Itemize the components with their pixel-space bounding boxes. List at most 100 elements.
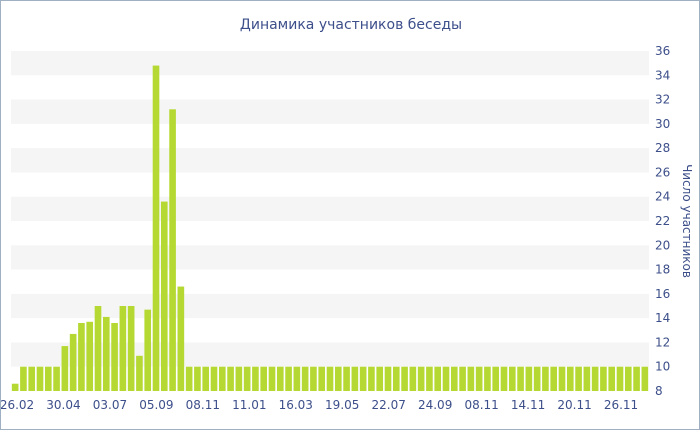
bar xyxy=(467,366,475,391)
bar xyxy=(359,366,367,391)
bar xyxy=(243,366,251,391)
y-tick-label: 10 xyxy=(655,360,670,374)
grid-band xyxy=(11,148,649,173)
y-tick-label: 20 xyxy=(655,238,670,252)
y-tick-label: 26 xyxy=(655,165,670,179)
bar xyxy=(401,366,408,391)
bar xyxy=(36,366,44,391)
bar xyxy=(136,355,143,391)
x-tick-label: 14.11 xyxy=(511,398,545,412)
x-tick-label: 24.09 xyxy=(418,398,452,412)
bar xyxy=(409,366,417,391)
bar xyxy=(566,366,574,391)
bar xyxy=(475,366,483,391)
bar xyxy=(525,366,533,391)
bar xyxy=(575,366,582,391)
bar xyxy=(583,366,591,391)
grid-bands xyxy=(11,51,649,367)
bar xyxy=(442,366,450,391)
grid-band xyxy=(11,196,649,221)
bar xyxy=(20,366,27,391)
chart-title: Динамика участников беседы xyxy=(240,17,462,33)
y-tick-label: 8 xyxy=(655,384,663,398)
bar xyxy=(44,366,52,391)
y-tick-label: 22 xyxy=(655,214,670,228)
bar xyxy=(550,366,558,391)
bar xyxy=(318,366,326,391)
grid-band xyxy=(11,99,649,124)
bar xyxy=(492,366,500,391)
bar xyxy=(218,366,226,391)
bar xyxy=(78,323,85,391)
bar xyxy=(69,333,77,391)
x-tick-label: 08.11 xyxy=(464,398,498,412)
bar xyxy=(484,366,491,391)
bar xyxy=(517,366,524,391)
bar xyxy=(542,366,549,391)
grid-band xyxy=(11,245,649,270)
bar xyxy=(608,366,616,391)
y-tick-label: 32 xyxy=(655,93,670,107)
bar xyxy=(500,366,508,391)
bar xyxy=(119,306,127,391)
y-tick-label: 36 xyxy=(655,44,670,58)
bar xyxy=(624,366,632,391)
y-tick-label: 14 xyxy=(655,311,670,325)
bar xyxy=(276,366,284,391)
bar xyxy=(459,366,466,391)
bar xyxy=(417,366,425,391)
x-tick-label: 16.03 xyxy=(279,398,313,412)
bar xyxy=(558,366,566,391)
y-axis-title: Число участников xyxy=(680,164,694,278)
y-tick-label: 30 xyxy=(655,117,670,131)
bar xyxy=(285,366,292,391)
bar xyxy=(11,383,19,391)
x-tick-label: 26.11 xyxy=(604,398,638,412)
bar xyxy=(235,366,243,391)
y-tick-label: 34 xyxy=(655,68,670,82)
bar xyxy=(28,366,36,391)
bar xyxy=(600,366,607,391)
bar xyxy=(326,366,334,391)
bar xyxy=(252,366,259,391)
x-tick-label: 22.07 xyxy=(372,398,406,412)
bar xyxy=(392,366,400,391)
bar xyxy=(268,366,276,391)
bar xyxy=(86,321,94,391)
y-axis-ticks: 8 10 12 14 16 18 20 22 24 26 28 30 32 34 36 xyxy=(655,44,670,398)
bar xyxy=(376,366,384,391)
bar xyxy=(310,366,317,391)
bar xyxy=(343,366,350,391)
bar xyxy=(61,346,69,391)
bar xyxy=(293,366,301,391)
bar xyxy=(641,366,649,391)
bar xyxy=(301,366,309,391)
x-axis-ticks: 26.02 30.04 03.07 05.09 08.11 11.01 16.03 19.05… xyxy=(1,398,638,412)
y-tick-label: 24 xyxy=(655,190,670,204)
bar xyxy=(202,366,210,391)
bar xyxy=(53,366,60,391)
bar xyxy=(260,366,268,391)
bar xyxy=(434,366,442,391)
bar xyxy=(533,366,541,391)
x-tick-label: 30.04 xyxy=(46,398,80,412)
bar xyxy=(185,366,193,391)
bar xyxy=(351,366,359,391)
grid-band xyxy=(11,293,649,319)
x-tick-label: 19.05 xyxy=(325,398,359,412)
bars-group xyxy=(11,65,649,391)
x-tick-label: 05.09 xyxy=(139,398,173,412)
bar xyxy=(177,286,185,391)
bar xyxy=(368,366,375,391)
bar xyxy=(384,366,392,391)
bar xyxy=(169,109,176,391)
bar xyxy=(426,366,433,391)
x-tick-label: 08.11 xyxy=(186,398,220,412)
bar xyxy=(591,366,599,391)
y-tick-label: 28 xyxy=(655,141,670,155)
bar xyxy=(616,366,624,391)
x-tick-label: 26.02 xyxy=(1,398,34,412)
bar xyxy=(210,366,218,391)
bar xyxy=(102,316,110,391)
